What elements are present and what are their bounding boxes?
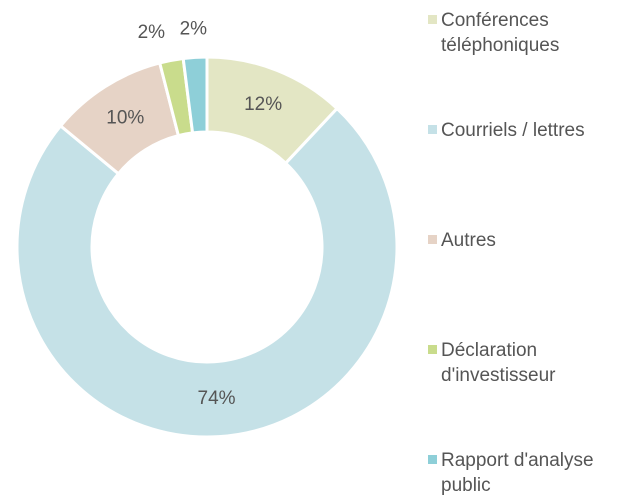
- legend-item: Conférences téléphoniques: [428, 8, 638, 58]
- legend-swatch: [428, 15, 437, 24]
- data-label: 12%: [244, 94, 282, 115]
- legend-label: Autres: [441, 230, 496, 251]
- legend-item: Courriels / lettres: [428, 118, 638, 143]
- legend-label: Conférences téléphoniques: [441, 10, 560, 56]
- data-label: 2%: [138, 22, 166, 43]
- data-label: 10%: [106, 107, 144, 128]
- data-label: 2%: [180, 18, 208, 39]
- legend-label: Rapport d'analyse public: [441, 450, 594, 496]
- legend-swatch: [428, 345, 437, 354]
- legend-item: Rapport d'analyse public: [428, 448, 638, 497]
- legend-swatch: [428, 125, 437, 134]
- legend-swatch: [428, 235, 437, 244]
- data-label: 74%: [198, 388, 236, 409]
- donut-plot: 12% 74% 10% 2% 2%: [15, 18, 399, 439]
- legend-item: Autres: [428, 228, 638, 253]
- donut-slice: [15, 106, 399, 439]
- legend-label: Déclaration d'investisseur: [441, 340, 556, 386]
- legend-swatch: [428, 455, 437, 464]
- legend-item: Déclaration d'investisseur: [428, 338, 638, 388]
- donut-slice: [181, 55, 209, 135]
- legend-label: Courriels / lettres: [441, 120, 585, 141]
